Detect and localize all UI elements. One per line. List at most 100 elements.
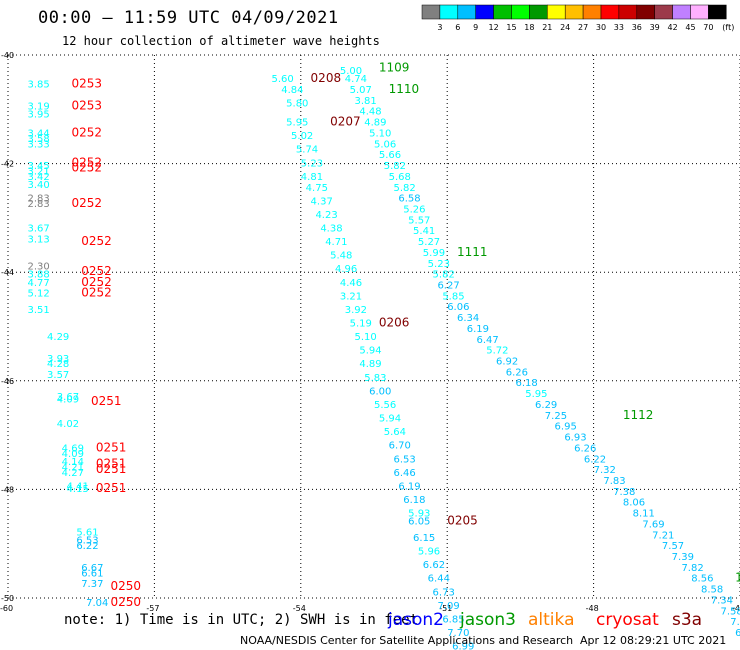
wave-height-value: 2.83 (28, 194, 50, 205)
colorbar-swatch (636, 4, 655, 20)
wave-height-value: 8.56 (691, 574, 713, 585)
wave-height-value: 5.72 (486, 346, 508, 357)
satellite-legend-jason2: jason2 (388, 610, 444, 630)
pass-time-label: 0208 (311, 71, 342, 85)
colorbar-swatch (618, 4, 638, 20)
wave-height-value: 3.19 (28, 101, 50, 112)
wave-height-value: 4.09 (57, 395, 79, 406)
wave-height-value: 5.85 (442, 291, 464, 302)
colorbar-unit: (ft) (722, 23, 734, 32)
wave-height-value: 6.06 (447, 302, 469, 313)
lon-tick-label: -45 (732, 604, 740, 613)
wave-height-value: 6.70 (389, 441, 411, 452)
pass-time-label: 0252 (71, 161, 102, 175)
wave-height-value: 4.37 (311, 196, 333, 207)
wave-height-value: 4.14 (62, 457, 84, 468)
wave-height-value: 6.22 (76, 541, 98, 552)
wave-height-value: 3.40 (28, 180, 50, 191)
colorbar-swatch (457, 4, 476, 20)
wave-height-value: 6.92 (496, 357, 518, 368)
wave-height-value: 4.48 (359, 107, 381, 118)
wave-height-value: 3.13 (28, 234, 50, 245)
footer-note: note: 1) Time is in UTC; 2) SWH is in fe… (64, 612, 419, 628)
pass-time-label: 1112 (623, 408, 654, 422)
footer-credit: NOAA/NESDIS Center for Satellite Applica… (240, 634, 574, 647)
wave-height-value: 3.67 (57, 392, 79, 403)
lat-tick-label: -42 (1, 160, 14, 169)
wave-height-value: 5.94 (379, 414, 401, 425)
wave-height-value: 5.82 (384, 161, 406, 172)
pass-time-label: 0205 (447, 514, 478, 528)
wave-height-value: 5.82 (394, 183, 416, 194)
wave-height-value: 5.12 (28, 289, 50, 300)
lat-tick-label: -44 (1, 268, 14, 277)
footer-timestamp: Apr 12 08:29:21 UTC 2021 (580, 634, 727, 647)
wave-height-value: 5.93 (408, 509, 430, 520)
page-title: 00:00 – 11:59 UTC 04/09/2021 (38, 8, 339, 28)
wave-height-value: 7.1 (730, 617, 740, 628)
wave-height-value: 4.21 (62, 462, 84, 473)
colorbar-label: 27 (578, 23, 588, 32)
colorbar-label: 30 (596, 23, 606, 32)
wave-height-value: 4.89 (364, 118, 386, 129)
wave-height-value: 5.06 (374, 139, 396, 150)
colorbar-swatch (511, 4, 530, 20)
wave-height-value: 7.39 (672, 552, 694, 563)
wave-height-value: 5.94 (359, 346, 381, 357)
wave-height-value: 3.81 (354, 96, 376, 107)
wave-height-value: 3.92 (345, 305, 367, 316)
colorbar-label: 36 (632, 23, 642, 32)
wave-height-value: 6.22 (584, 454, 606, 465)
wave-height-value: 5.26 (403, 204, 425, 215)
pass-time-label: 1111 (457, 245, 488, 259)
colorbar-swatch (672, 4, 691, 20)
wave-height-value: 3.51 (28, 305, 50, 316)
wave-height-value: 8.58 (701, 585, 723, 596)
wave-height-value: 4.46 (340, 278, 362, 289)
wave-height-value: 5.95 (286, 118, 308, 129)
wave-height-value: 6.18 (403, 495, 425, 506)
pass-time-label: 0252 (81, 286, 112, 300)
wave-height-value: 5.95 (525, 389, 547, 400)
page-subtitle: 12 hour collection of altimeter wave hei… (62, 34, 380, 48)
satellite-legend-jason3: jason3 (460, 610, 516, 630)
wave-height-value: 7.38 (613, 487, 635, 498)
colorbar-label: 24 (560, 23, 570, 32)
colorbar-label: 18 (524, 23, 534, 32)
wave-height-value: 6.29 (535, 400, 557, 411)
wave-height-value: 2.30 (28, 261, 50, 272)
wave-height-value: 3.21 (28, 166, 50, 177)
wave-height-value: 4.02 (57, 419, 79, 430)
wave-height-value: 4.96 (335, 264, 357, 275)
lat-tick-label: -40 (1, 51, 14, 60)
wave-height-value: 6.26 (574, 443, 596, 454)
wave-height-value: 7.34 (711, 595, 733, 606)
wave-height-value: 6.73 (433, 587, 455, 598)
wave-height-value: 7.58 (720, 606, 740, 617)
wave-height-value: 5.02 (291, 131, 313, 142)
colorbar-label: 6 (455, 23, 460, 32)
wave-height-value: 6.15 (413, 533, 435, 544)
wave-height-value: 5.80 (286, 99, 308, 110)
wave-height-value: 5.10 (369, 128, 391, 139)
wave-height-value: 3.44 (28, 128, 50, 139)
wave-height-value: 8.06 (623, 498, 645, 509)
wave-height-value: 6.18 (516, 378, 538, 389)
pass-time-label: 11 (735, 571, 740, 585)
wave-height-value: 4.77 (28, 278, 50, 289)
colorbar-label: 45 (685, 23, 695, 32)
wave-height-value: 6.53 (76, 536, 98, 547)
pass-time-label: 0252 (81, 234, 112, 248)
wave-height-value: 7.25 (545, 411, 567, 422)
lon-tick-label: -51 (439, 604, 452, 613)
wave-height-value: 3.45 (28, 161, 50, 172)
wave-height-value: 5.74 (296, 145, 318, 156)
wave-height-value: 6.05 (408, 517, 430, 528)
wave-height-value: 3.88 (28, 270, 50, 281)
wave-height-value: 5.83 (364, 373, 386, 384)
wave-height-value: 6.27 (437, 280, 459, 291)
lon-tick-label: -60 (0, 604, 13, 613)
pass-time-label: 0207 (330, 115, 361, 129)
wave-height-value: 5.23 (301, 158, 323, 169)
wave-height-value: 7.21 (652, 530, 674, 541)
